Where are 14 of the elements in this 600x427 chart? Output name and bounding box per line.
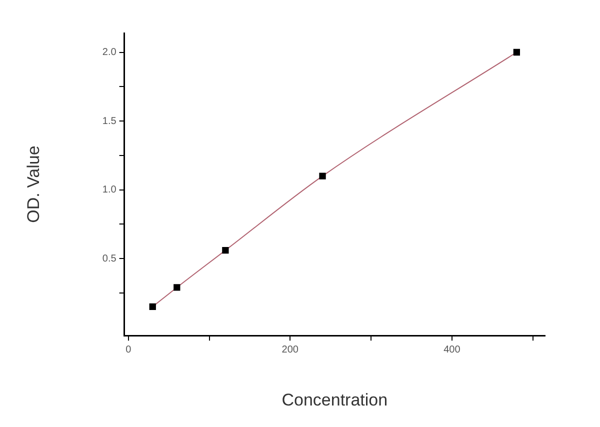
point [174,284,180,291]
y-tick-label: 1.0 [102,184,117,196]
x-tick-label: 400 [444,344,461,356]
y-tick-label: 1.5 [102,116,117,127]
y-axis-title: OD. Value [24,146,43,223]
point [222,246,229,254]
x-axis-title: Concentration [282,390,388,410]
point [149,303,156,310]
y-tick-label: 2.0 [102,47,117,58]
point [319,172,326,180]
x-tick-label: 200 [282,344,299,356]
point [513,48,520,56]
y-tick-label: 0.5 [102,253,117,264]
x-tick-label: 0 [126,344,132,356]
